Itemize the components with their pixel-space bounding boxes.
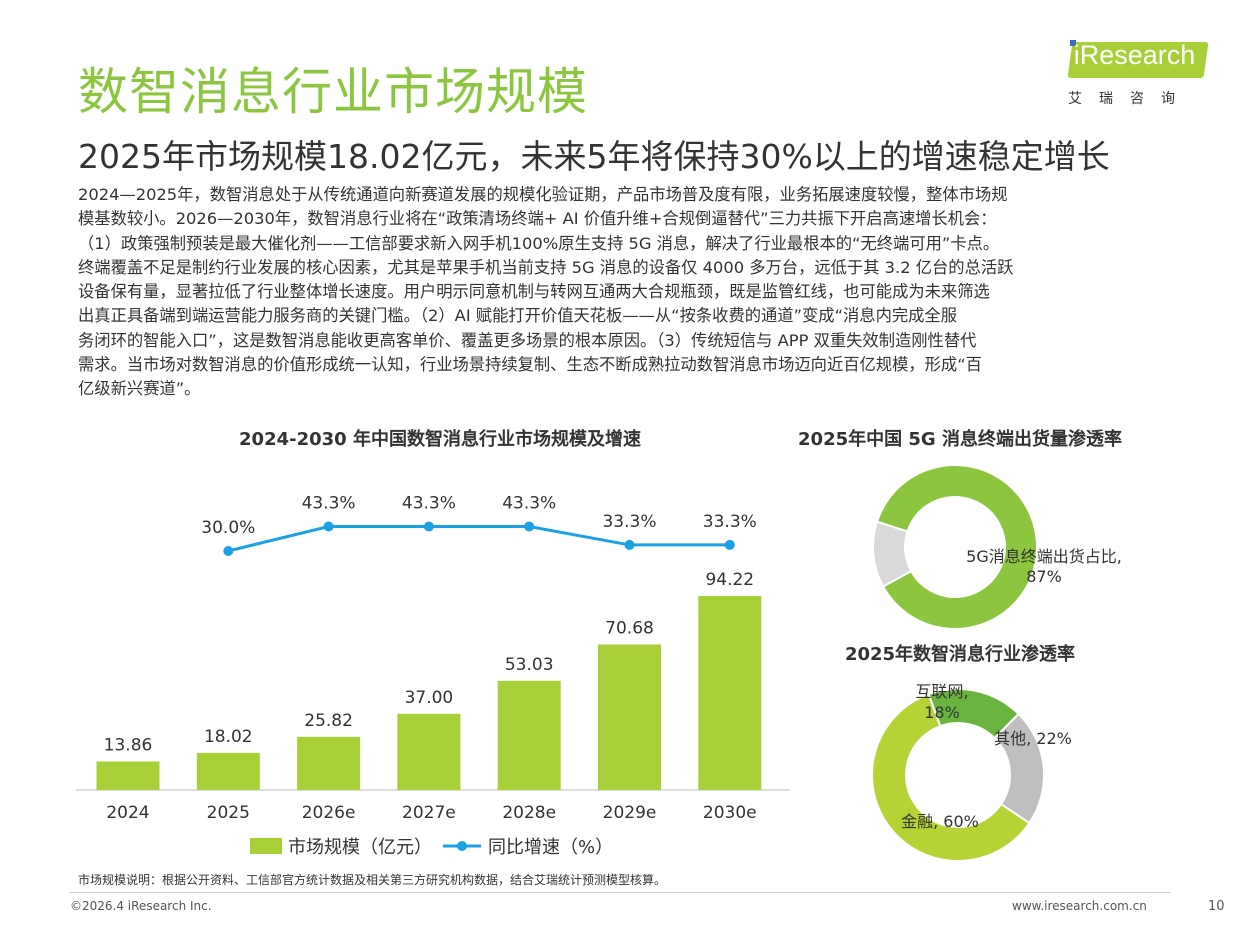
- growth-point: [323, 521, 334, 532]
- growth-label: 43.3%: [502, 494, 556, 514]
- logo-dot-icon: [1070, 40, 1076, 46]
- donut1-slice: [872, 520, 913, 588]
- donut1-slice: [875, 464, 1038, 630]
- legend-bar-swatch: [250, 838, 282, 854]
- bar-2027e: [397, 713, 461, 790]
- bar-2030e: [698, 596, 762, 790]
- page-title: 数智消息行业市场规模: [78, 63, 588, 121]
- x-tick-label: 2025: [207, 803, 250, 823]
- body-line: （1）政策强制预装是最大催化剂——工信部要求新入网手机100%原生支持 5G 消…: [78, 233, 1000, 253]
- donut1-label: 87%: [1026, 567, 1062, 586]
- growth-point: [423, 521, 434, 532]
- bar-2024: [96, 761, 160, 790]
- bar-value-label: 13.86: [104, 735, 153, 755]
- growth-label: 43.3%: [302, 494, 356, 514]
- body-text: 2024—2025年，数智消息处于从传统通道向新赛道发展的规模化验证期，产品市场…: [78, 183, 1168, 402]
- iresearch-logo: iResearch 艾瑞咨询: [1062, 40, 1209, 110]
- donut1-title: 2025年中国 5G 消息终端出货量渗透率: [798, 429, 1122, 450]
- donut2-slice: [871, 692, 1031, 862]
- logo-text: iResearch: [1073, 40, 1196, 70]
- donut2-label: 互联网,: [915, 682, 968, 701]
- bar-value-label: 70.68: [605, 618, 654, 638]
- body-line: 务闭环的智能入口”，这是数智消息能收更高客单价、覆盖更多场景的根本原因。（3）传…: [78, 330, 977, 350]
- bar-value-label: 18.02: [204, 727, 253, 747]
- body-line: 2024—2025年，数智消息处于从传统通道向新赛道发展的规模化验证期，产品市场…: [78, 185, 1008, 204]
- bar-2025: [196, 752, 260, 790]
- x-tick-label: 2024: [106, 803, 149, 823]
- bar-value-label: 37.00: [405, 688, 454, 708]
- body-line: 出真正具备端到端运营能力服务商的关键门槛。（2）AI 赋能打开价值天花板——从“…: [78, 306, 957, 326]
- x-tick-label: 2026e: [302, 803, 356, 823]
- x-tick-label: 2030e: [703, 803, 757, 823]
- growth-label: 43.3%: [402, 494, 456, 514]
- growth-label: 30.0%: [201, 518, 255, 538]
- growth-label: 33.3%: [602, 512, 656, 532]
- growth-point: [223, 546, 234, 556]
- donut1-label: 5G消息终端出货占比,: [966, 547, 1122, 566]
- page-number: 10: [1208, 899, 1225, 914]
- bar-value-label: 53.03: [505, 655, 554, 675]
- body-line: 亿级新兴赛道”。: [78, 379, 201, 399]
- growth-point: [624, 539, 635, 550]
- donut2-label: 18%: [924, 703, 960, 722]
- logo-subtitle: 艾瑞咨询: [1068, 91, 1192, 107]
- growth-point: [524, 521, 535, 532]
- donut2-label: 金融, 60%: [901, 812, 979, 831]
- bar-value-label: 94.22: [705, 570, 754, 590]
- footer-divider: [70, 892, 1170, 893]
- x-tick-label: 2027e: [402, 803, 456, 823]
- donut2-title: 2025年数智消息行业渗透率: [844, 644, 1076, 665]
- page-subtitle: 2025年市场规模18.02亿元，未来5年将保持30%以上的增速稳定增长: [78, 137, 1110, 176]
- website: www.iresearch.com.cn: [1012, 899, 1147, 913]
- bar-value-label: 25.82: [304, 711, 353, 731]
- body-line: 设备保有量，显著拉低了行业整体增长速度。用户明示同意机制与转网互通两大合规瓶颈，…: [78, 282, 990, 302]
- x-tick-label: 2028e: [502, 803, 556, 823]
- growth-line: [227, 525, 730, 553]
- body-line: 终端覆盖不足是制约行业发展的核心因素，尤其是苹果手机当前支持 5G 消息的设备仅…: [78, 257, 1014, 277]
- footnote: 市场规模说明：根据公开资料、工信部官方统计数据及相关第三方研究机构数据，结合艾瑞…: [78, 873, 667, 887]
- body-line: 需求。当市场对数智消息的价值形成统一认知，行业场景持续复制、生态不断成熟拉动数智…: [78, 355, 982, 375]
- growth-label: 33.3%: [703, 512, 757, 532]
- x-tick-label: 2029e: [603, 803, 657, 823]
- legend-line-dot: [457, 841, 467, 851]
- body-line: 模基数较小。2026—2030年，数智消息行业将在“政策清场终端+ AI 价值升…: [78, 209, 997, 229]
- copyright: ©2026.4 iResearch Inc.: [70, 899, 212, 913]
- growth-point: [724, 539, 735, 550]
- bar-chart-title: 2024-2030 年中国数智消息行业市场规模及增速: [239, 429, 641, 450]
- legend-bar-label: 市场规模（亿元）: [288, 837, 432, 858]
- donut2-label: 其他, 22%: [994, 729, 1072, 748]
- bar-2026e: [297, 736, 361, 790]
- bar-2029e: [598, 644, 661, 790]
- legend-line-label: 同比增速（%）: [488, 837, 613, 858]
- bar-2028e: [497, 680, 561, 790]
